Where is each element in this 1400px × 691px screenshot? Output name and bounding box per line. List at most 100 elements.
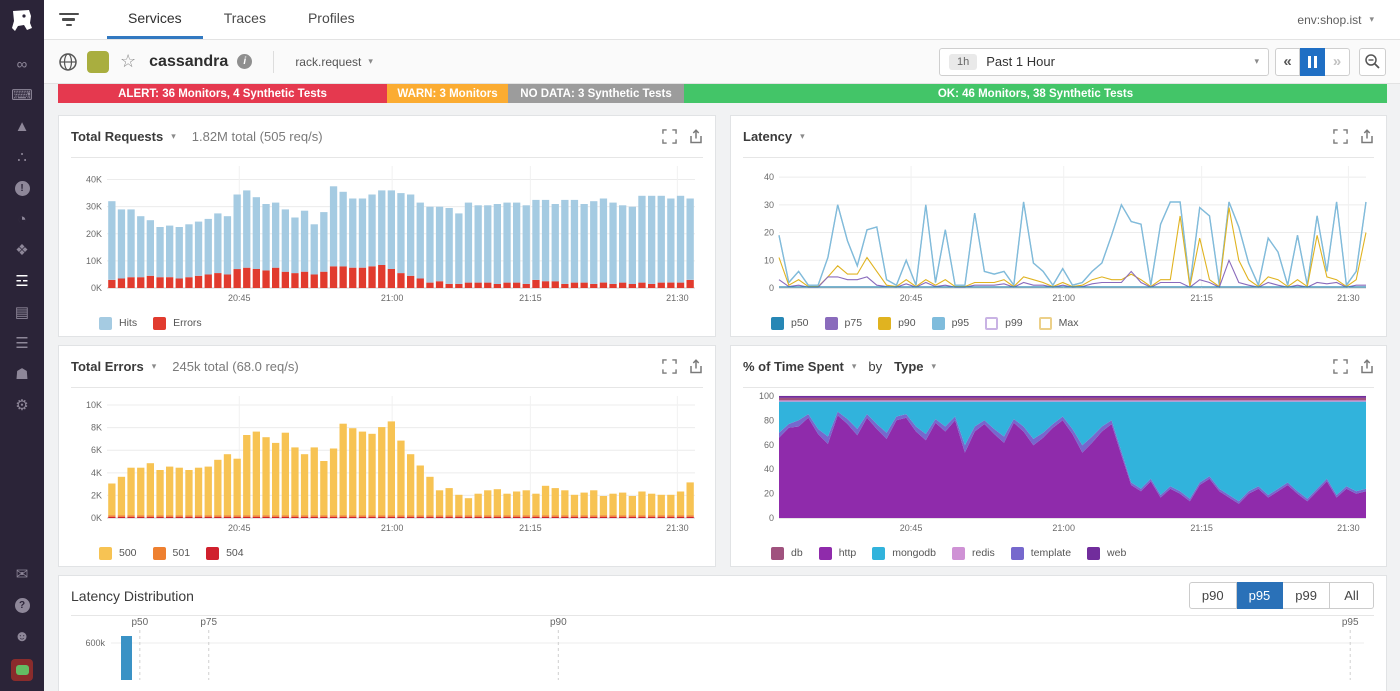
svg-text:100: 100 (759, 391, 774, 401)
zoom-out-button[interactable] (1359, 47, 1386, 76)
resource-selector[interactable]: rack.request ▾ (295, 55, 373, 69)
metrics-icon[interactable]: ▲ (14, 118, 30, 135)
apm-flamegraph-icon[interactable] (59, 12, 79, 27)
logs-icon[interactable]: ☰ (15, 335, 29, 352)
legend-swatch (771, 316, 784, 330)
legend-item-500[interactable]: 500 (99, 546, 137, 560)
svg-text:10K: 10K (86, 256, 102, 266)
dashboards-icon[interactable]: ⌨ (11, 87, 33, 104)
status-segment[interactable]: NO DATA: 3 Synthetic Tests (508, 84, 684, 103)
latency-chart[interactable]: 0 10 20 30 40 20:45 21:00 21:15 21:30 (743, 158, 1374, 310)
total-requests-chart[interactable]: 0K 10K 20K 30K 40K 20:45 21:00 21:15 21:30 (71, 158, 703, 310)
svg-text:20: 20 (764, 489, 774, 499)
time-range-select[interactable]: 1h Past 1 Hour ▾ (939, 47, 1269, 76)
panel-title[interactable]: % of Time Spent (743, 359, 844, 374)
legend-swatch (1038, 316, 1052, 330)
legend-swatch (878, 316, 892, 330)
total-errors-chart[interactable]: 0K 2K 4K 6K 8K 10K 20:45 21:00 21:15 21:30 (71, 388, 703, 540)
percentile-button-p99[interactable]: p99 (1283, 582, 1330, 609)
legend-item-db[interactable]: db (771, 546, 803, 560)
export-icon[interactable] (689, 359, 703, 374)
percentile-button-p95[interactable]: p95 (1236, 582, 1284, 609)
processes-icon[interactable]: ∴ (17, 149, 27, 166)
expand-icon[interactable] (662, 359, 677, 374)
help-icon[interactable]: ? (9, 597, 35, 614)
pause-button[interactable] (1300, 47, 1325, 76)
percentile-button-p90[interactable]: p90 (1188, 582, 1237, 609)
percentile-button-all[interactable]: All (1330, 582, 1374, 609)
env-selector[interactable]: env:shop.ist ▾ (1297, 13, 1374, 27)
legend-item-http[interactable]: http (818, 546, 856, 560)
legend-item-max[interactable]: Max (1038, 316, 1079, 330)
apm-icon[interactable]: ☲ (15, 273, 29, 290)
chevron-down-icon[interactable]: ▾ (800, 131, 805, 141)
legend-swatch (931, 316, 945, 330)
rewind-icon: « (1283, 53, 1292, 70)
invite-users-icon[interactable]: ☻ (14, 628, 30, 645)
forward-button[interactable]: » (1325, 47, 1350, 76)
expand-icon[interactable] (662, 129, 677, 144)
legend-item-p50[interactable]: p50 (771, 316, 809, 330)
synthetics-icon[interactable]: ⚙ (15, 397, 29, 414)
chevron-down-icon[interactable]: ▾ (151, 361, 157, 371)
legend-item-p99[interactable]: p99 (985, 316, 1023, 330)
legend-item-errors[interactable]: Errors (153, 316, 202, 330)
export-icon[interactable] (1360, 129, 1374, 144)
tab-profiles[interactable]: Profiles (307, 10, 355, 26)
group-by-selector[interactable]: Type (894, 359, 924, 374)
legend-item-mongodb[interactable]: mongodb (872, 546, 936, 560)
expand-icon[interactable] (1333, 359, 1348, 374)
panel-title[interactable]: Total Requests (71, 129, 164, 144)
percentile-button-group: p90 p95 p99 All (1188, 582, 1374, 609)
legend-item-p95[interactable]: p95 (931, 316, 970, 330)
export-icon[interactable] (689, 129, 703, 144)
time-spent-chart[interactable]: 0 20 40 60 80 100 20:45 21:00 21:15 21:30 (743, 388, 1374, 540)
legend-item-504[interactable]: 504 (206, 546, 244, 560)
watchdog-icon[interactable]: ∞ (16, 56, 28, 73)
usage-icon[interactable]: ◔ (17, 211, 27, 228)
chat-icon[interactable]: ✉ (15, 566, 29, 583)
user-avatar[interactable] (11, 659, 33, 681)
legend-item-501[interactable]: 501 (152, 546, 190, 560)
datadog-logo[interactable] (0, 0, 44, 42)
service-controls-row: ☆ cassandra i rack.request ▾ 1h Past 1 H… (44, 40, 1400, 84)
svg-text:20:45: 20:45 (900, 293, 923, 303)
legend-swatch (99, 316, 112, 330)
security-icon[interactable]: ☗ (15, 366, 29, 383)
legend-item-p75[interactable]: p75 (824, 316, 862, 330)
expand-icon[interactable] (1333, 129, 1348, 144)
export-icon[interactable] (1360, 359, 1374, 374)
sidebar-icon-list: ∞ ⌨ ▲ ∴! ◔ ❖ ☲ ▤ ☰ ☗ ⚙ ✉? ☻ (0, 56, 44, 691)
legend-item-p90[interactable]: p90 (878, 316, 916, 330)
info-icon[interactable]: i (237, 54, 253, 69)
tab-traces[interactable]: Traces (223, 10, 266, 26)
status-segment[interactable]: WARN: 3 Monitors (387, 84, 508, 103)
latency-distribution-chart[interactable]: 600k p50 p75 p90 p95 (71, 616, 1374, 680)
panel-title[interactable]: Latency (743, 129, 793, 144)
tab-services[interactable]: Services (107, 0, 203, 39)
chevron-down-icon[interactable]: ▾ (171, 131, 176, 141)
globe-icon[interactable] (58, 52, 78, 72)
svg-text:21:30: 21:30 (666, 523, 689, 533)
status-segment[interactable]: ALERT: 36 Monitors, 4 Synthetic Tests (58, 84, 387, 103)
latency-panel: Latency ▾ 0 10 20 30 40 20:45 21:00 21:15 21:30 (730, 115, 1387, 337)
legend-label: mongodb (892, 547, 936, 559)
chevron-down-icon[interactable]: ▾ (931, 361, 937, 371)
svg-text:p75: p75 (200, 617, 217, 628)
latency-distribution-panel: Latency Distribution p90 p95 p99 All 600k p5… (58, 575, 1387, 691)
chevron-down-icon[interactable]: ▾ (851, 361, 857, 371)
legend-label: p50 (791, 317, 809, 329)
panel-title[interactable]: Total Errors (71, 359, 144, 374)
rewind-button[interactable]: « (1275, 47, 1300, 76)
favorite-star-icon[interactable]: ☆ (120, 51, 137, 71)
legend-item-redis[interactable]: redis (952, 546, 995, 560)
svg-text:40K: 40K (86, 175, 102, 185)
integrations-icon[interactable]: ❖ (15, 242, 29, 259)
legend-item-web[interactable]: web (1087, 546, 1126, 560)
notebooks-icon[interactable]: ▤ (14, 304, 30, 321)
legend-item-template[interactable]: template (1010, 546, 1071, 560)
status-segment[interactable]: OK: 46 Monitors, 38 Synthetic Tests (684, 84, 1387, 103)
legend-item-hits[interactable]: Hits (99, 316, 137, 330)
monitors-icon[interactable]: ! (9, 180, 35, 197)
legend-label: p95 (951, 317, 970, 329)
